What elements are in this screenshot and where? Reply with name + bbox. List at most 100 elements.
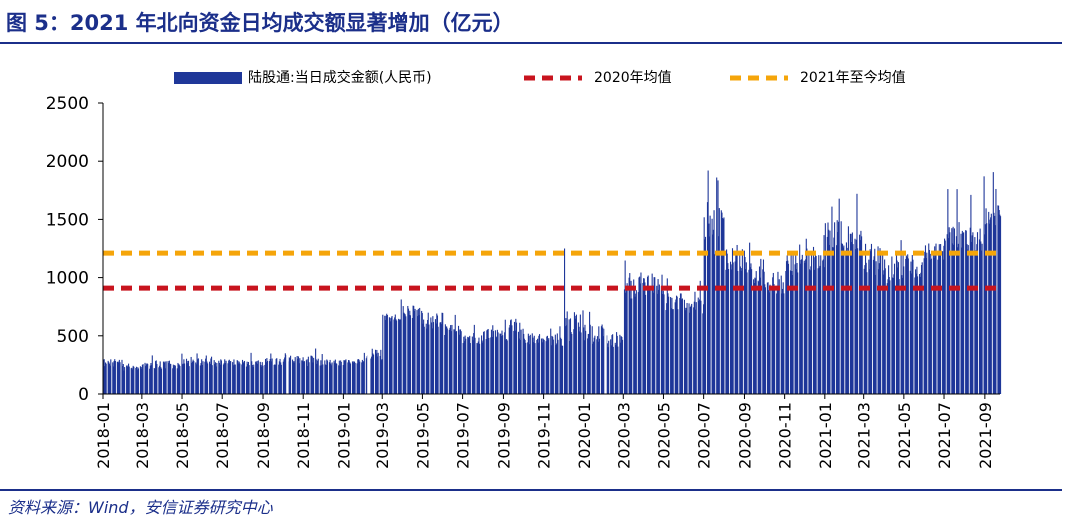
daily-bar — [868, 269, 871, 394]
daily-bar — [645, 294, 647, 394]
daily-bar — [456, 331, 458, 394]
daily-bar — [474, 337, 476, 394]
daily-bar — [683, 299, 685, 394]
daily-bar — [190, 356, 192, 394]
daily-bar — [311, 355, 313, 394]
daily-bar — [241, 359, 244, 394]
daily-bar — [598, 326, 600, 394]
daily-bar — [652, 292, 655, 394]
daily-bar — [365, 358, 367, 394]
daily-bar — [241, 364, 243, 394]
daily-bar — [896, 260, 898, 394]
daily-bar — [222, 364, 224, 394]
daily-bar — [375, 353, 377, 394]
daily-bar — [573, 329, 575, 394]
daily-bar — [671, 297, 673, 394]
daily-bar — [243, 363, 245, 394]
daily-bar — [725, 269, 727, 394]
daily-bar — [334, 359, 336, 394]
daily-bar — [943, 245, 945, 394]
daily-bar — [386, 313, 388, 394]
daily-bar — [925, 257, 927, 394]
daily-bar — [891, 277, 894, 394]
daily-bar — [403, 312, 405, 394]
daily-bar — [971, 235, 973, 394]
daily-bar — [644, 282, 646, 394]
daily-bar — [817, 268, 819, 394]
daily-bar — [855, 249, 857, 394]
daily-bar — [901, 277, 903, 394]
daily-bar — [206, 361, 208, 394]
daily-bar — [408, 314, 410, 394]
daily-bar — [785, 271, 787, 394]
daily-bar — [795, 253, 797, 394]
daily-bar — [543, 339, 545, 394]
daily-bar — [284, 357, 286, 394]
daily-bar — [790, 254, 792, 394]
daily-bar — [828, 229, 830, 394]
daily-bar — [764, 284, 766, 394]
daily-bar — [275, 358, 277, 394]
daily-bar — [799, 244, 801, 394]
daily-bar — [656, 285, 658, 394]
daily-bar — [492, 325, 494, 394]
daily-bar — [209, 363, 211, 394]
daily-bar — [557, 339, 559, 394]
daily-bar — [483, 332, 485, 394]
daily-bar — [534, 343, 536, 394]
daily-bar — [504, 319, 506, 394]
daily-bar — [952, 226, 954, 394]
daily-bar — [891, 256, 893, 394]
daily-bar — [519, 339, 521, 394]
daily-bar — [674, 302, 676, 394]
daily-bar — [992, 172, 994, 394]
daily-bar — [951, 243, 954, 394]
daily-bar — [459, 334, 461, 394]
daily-bar — [944, 238, 946, 394]
daily-bar — [545, 341, 547, 394]
daily-bar — [482, 340, 484, 394]
daily-bar — [621, 336, 623, 394]
daily-bar — [685, 307, 687, 394]
daily-bar — [445, 326, 447, 394]
daily-bar — [695, 302, 697, 394]
daily-bar — [178, 364, 180, 394]
daily-bar — [860, 230, 862, 394]
daily-bar — [359, 361, 361, 394]
daily-bar — [257, 363, 259, 394]
daily-bar — [656, 293, 658, 394]
daily-bar — [985, 208, 987, 394]
daily-bar — [751, 269, 753, 394]
daily-bar — [260, 365, 262, 394]
daily-bar — [135, 368, 137, 394]
daily-bar — [162, 361, 165, 394]
daily-bar — [437, 326, 439, 394]
daily-bar — [243, 360, 246, 394]
daily-bar — [797, 272, 799, 394]
daily-bar — [694, 291, 696, 394]
x-tick-label: 2018-11 — [294, 402, 313, 469]
daily-bar — [902, 255, 904, 394]
daily-bar — [427, 312, 429, 394]
daily-bar — [718, 236, 720, 394]
daily-bar — [348, 360, 350, 394]
daily-bar — [228, 360, 230, 394]
daily-bar — [510, 319, 512, 394]
daily-bar — [729, 261, 732, 394]
daily-bar — [413, 305, 415, 394]
daily-bar — [211, 365, 213, 394]
daily-bar — [583, 340, 585, 394]
daily-bar — [693, 301, 695, 394]
daily-bar — [519, 322, 521, 394]
daily-bar — [741, 268, 743, 394]
daily-bar — [154, 368, 156, 394]
daily-bar — [731, 264, 733, 394]
daily-bar — [635, 290, 637, 394]
daily-bar — [344, 360, 346, 394]
daily-bar — [540, 338, 543, 394]
daily-bar — [394, 317, 396, 394]
daily-bar — [762, 269, 764, 394]
daily-bar — [699, 299, 701, 394]
daily-bar — [430, 317, 432, 394]
daily-bar — [634, 296, 636, 394]
